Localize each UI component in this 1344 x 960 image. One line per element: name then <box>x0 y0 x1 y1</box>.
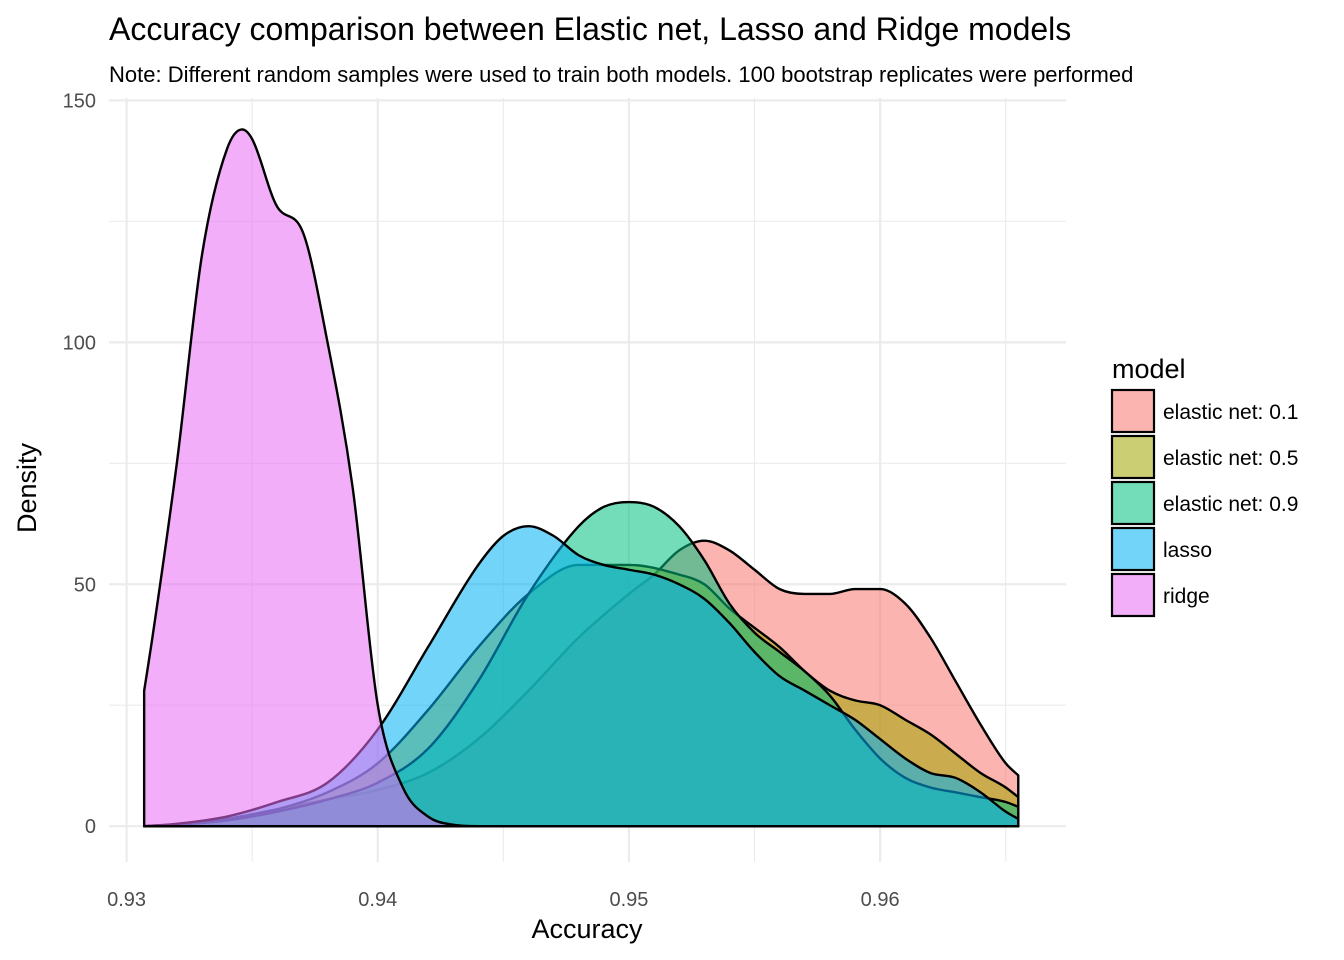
legend-title: model <box>1112 354 1186 384</box>
y-tick-label: 100 <box>63 332 96 354</box>
x-tick-label: 0.93 <box>107 889 146 911</box>
y-axis-title: Density <box>12 442 42 533</box>
chart-subtitle: Note: Different random samples were used… <box>109 62 1133 87</box>
y-axis-ticks: 0 50 100 150 <box>63 90 96 838</box>
x-axis-title: Accuracy <box>531 914 643 944</box>
density-areas <box>142 128 1020 828</box>
x-tick-label: 0.95 <box>609 889 648 911</box>
legend-key-elastic-net-0-9 <box>1110 480 1156 526</box>
y-tick-label: 150 <box>63 90 96 112</box>
chart-title: Accuracy comparison between Elastic net,… <box>109 11 1071 47</box>
legend-key-lasso <box>1110 526 1156 572</box>
legend-key-elastic-net-0-1 <box>1110 388 1156 434</box>
density-area-ridge <box>142 128 1020 828</box>
legend-label-lasso: lasso <box>1163 539 1212 562</box>
legend-label-elastic-net-0-1: elastic net: 0.1 <box>1163 401 1298 424</box>
x-axis-ticks: 0.93 0.94 0.95 0.96 <box>107 889 899 911</box>
y-tick-label: 50 <box>74 574 96 596</box>
x-tick-label: 0.94 <box>358 889 397 911</box>
legend-label-ridge: ridge <box>1163 585 1210 608</box>
legend-label-elastic-net-0-9: elastic net: 0.9 <box>1163 493 1298 516</box>
legend-key-ridge <box>1110 572 1156 618</box>
legend: model elastic net: 0.1 elastic net: 0.5 el… <box>1110 354 1298 618</box>
y-tick-label: 0 <box>85 816 96 838</box>
legend-label-elastic-net-0-5: elastic net: 0.5 <box>1163 447 1298 470</box>
legend-key-elastic-net-0-5 <box>1110 434 1156 480</box>
x-tick-label: 0.96 <box>861 889 900 911</box>
